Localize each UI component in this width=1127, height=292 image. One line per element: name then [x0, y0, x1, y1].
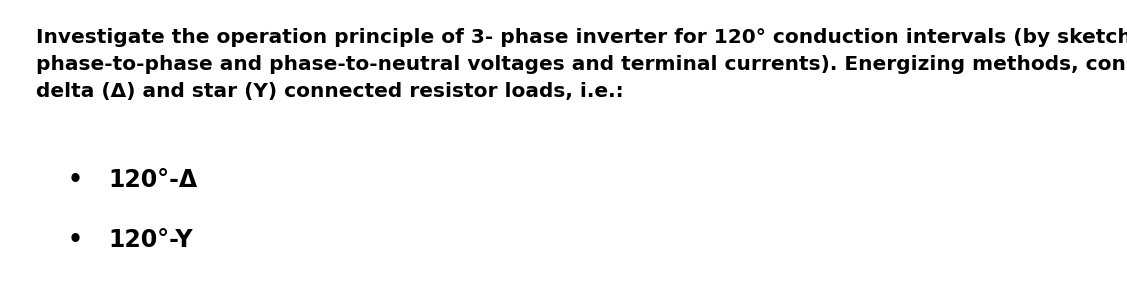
Text: •: •: [68, 168, 83, 192]
Text: 120°-Δ: 120°-Δ: [108, 168, 197, 192]
Text: Investigate the operation principle of 3- phase inverter for 120° conduction int: Investigate the operation principle of 3…: [36, 28, 1127, 102]
Text: •: •: [68, 228, 83, 252]
Text: 120°-Y: 120°-Y: [108, 228, 193, 252]
